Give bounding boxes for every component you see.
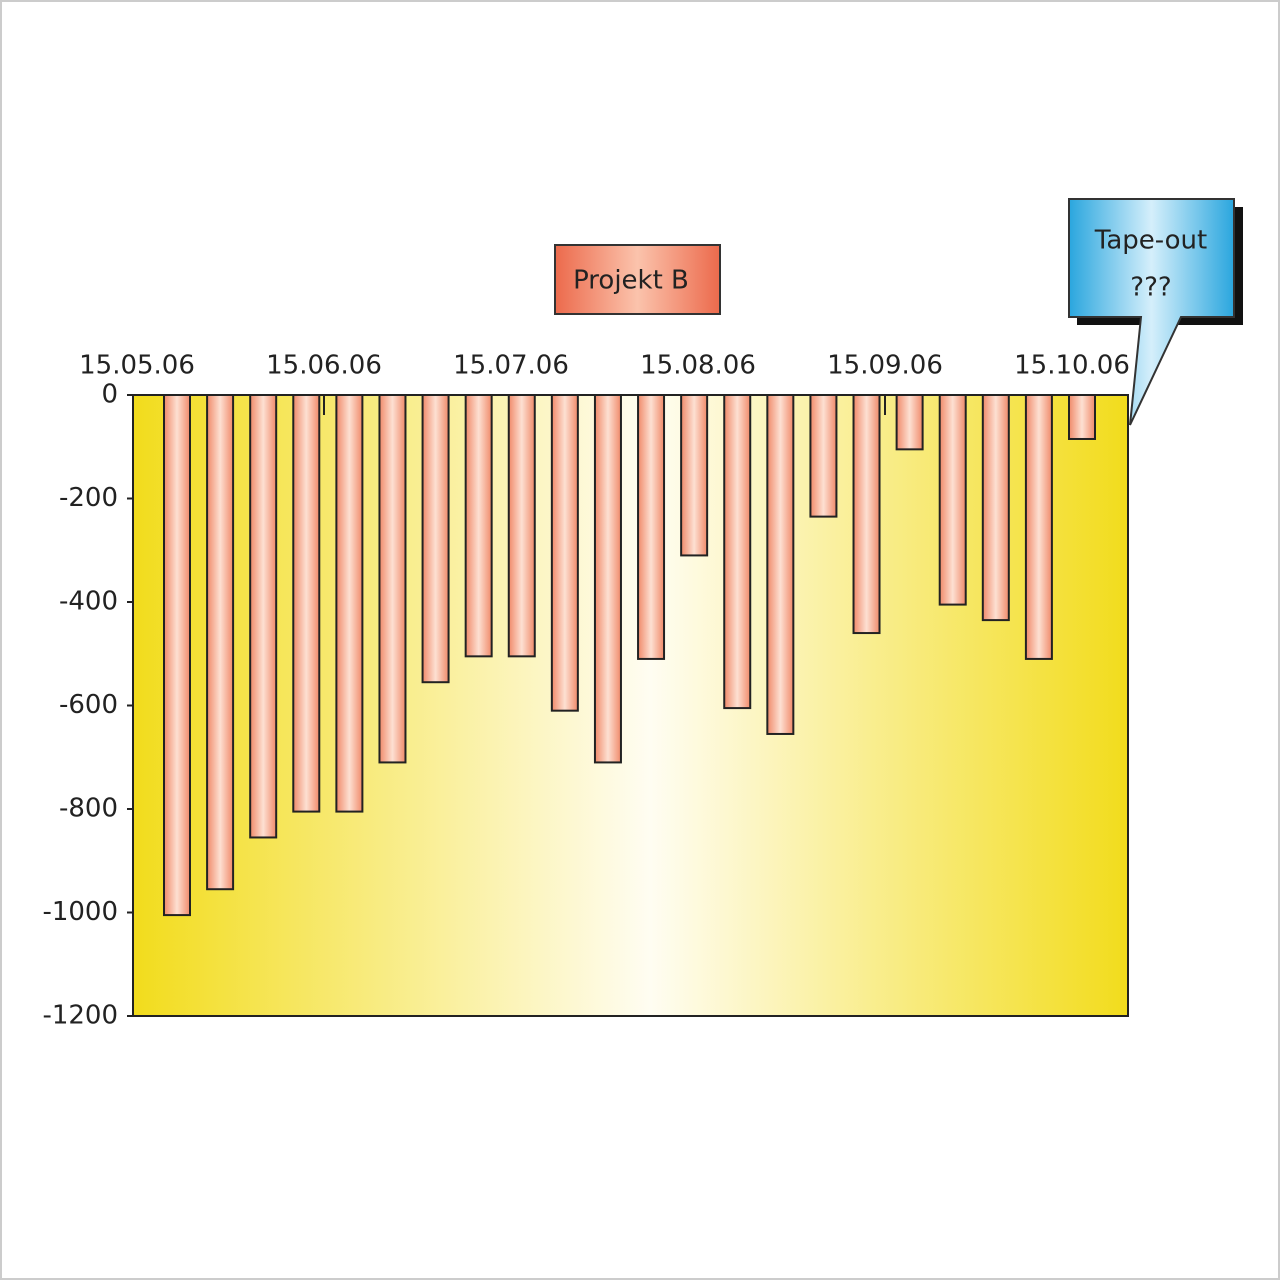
- bar: [723, 394, 752, 710]
- bar: [292, 394, 321, 813]
- bar: [1068, 394, 1096, 440]
- bar: [981, 394, 1010, 622]
- bar: [550, 394, 579, 712]
- callout-text: ???: [1130, 273, 1171, 303]
- plot-area: [132, 394, 1129, 1017]
- bar: [637, 394, 666, 660]
- bar: [1024, 394, 1053, 660]
- y-tick-label: 0: [101, 380, 118, 410]
- callout-text: Tape-out: [1094, 226, 1207, 256]
- bar: [593, 394, 622, 764]
- y-tick-label: -1200: [42, 1001, 118, 1031]
- bar: [938, 394, 967, 606]
- bar: [852, 394, 881, 635]
- x-date-label: 15.08.06: [640, 351, 756, 381]
- x-date-label: 15.06.06: [266, 351, 382, 381]
- y-tick-label: -200: [59, 483, 118, 513]
- bar: [206, 394, 235, 891]
- chart-title: Projekt B: [573, 266, 689, 296]
- callout-box: [1068, 198, 1235, 426]
- y-tick-label: -600: [59, 690, 118, 720]
- x-date-label: 15.10.06: [1014, 351, 1130, 381]
- y-tick-label: -800: [59, 794, 118, 824]
- bar: [464, 394, 493, 658]
- bar: [680, 394, 709, 557]
- bar: [378, 394, 407, 764]
- x-date-label: 15.07.06: [453, 351, 569, 381]
- bar: [766, 394, 795, 735]
- bar: [421, 394, 450, 684]
- bar: [507, 394, 536, 658]
- bar: [163, 394, 191, 917]
- bar: [809, 394, 838, 518]
- bar: [895, 394, 924, 451]
- y-tick-label: -400: [59, 587, 118, 617]
- x-date-label: 15.05.06: [79, 351, 195, 381]
- bar: [335, 394, 364, 813]
- y-tick-label: -1000: [42, 897, 118, 927]
- bar: [249, 394, 278, 839]
- title-box: [554, 244, 721, 315]
- x-date-label: 15.09.06: [827, 351, 943, 381]
